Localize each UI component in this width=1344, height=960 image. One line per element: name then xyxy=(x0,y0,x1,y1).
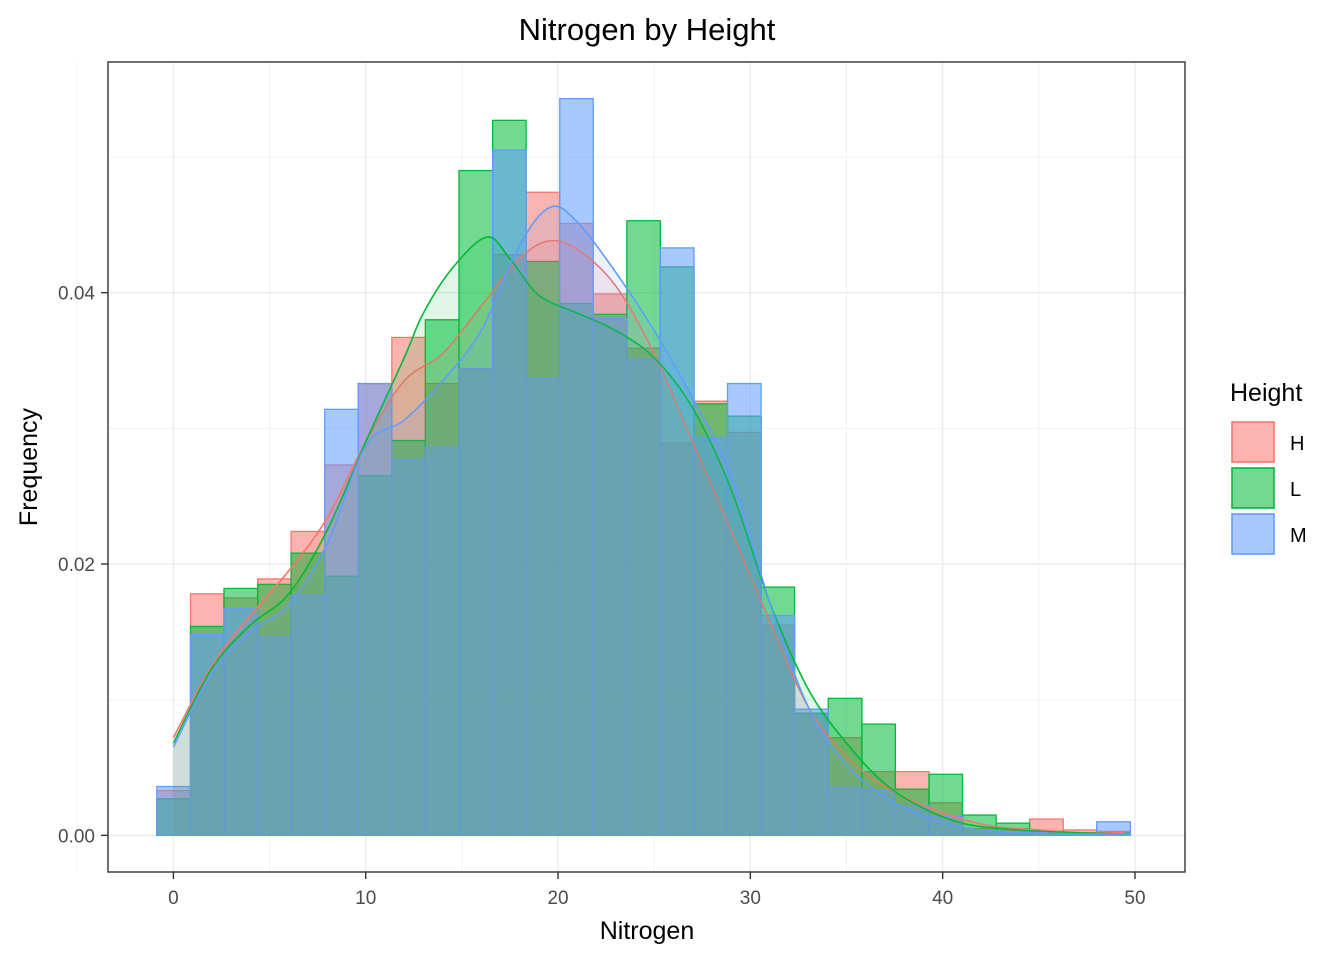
bar-M-10 xyxy=(491,149,527,837)
legend-items: H L M xyxy=(1231,421,1307,555)
bar-M-20 xyxy=(827,787,863,837)
y-tick-label: 0.00 xyxy=(58,826,95,847)
bar-M-13 xyxy=(592,317,628,837)
x-axis: 0 10 20 30 40 50 xyxy=(168,872,1146,909)
x-tick-label: 10 xyxy=(355,888,376,909)
legend-swatch-M xyxy=(1231,513,1275,555)
legend-label-H: H xyxy=(1290,433,1304,455)
bar-M-5 xyxy=(324,408,359,837)
x-axis-title: Nitrogen xyxy=(600,917,695,945)
bar-M-18 xyxy=(760,614,796,837)
plot-border xyxy=(107,61,1186,873)
bar-M-1 xyxy=(189,633,225,837)
legend-swatch-L xyxy=(1231,467,1275,509)
series-M-bars xyxy=(156,97,1132,837)
legend-title: Height xyxy=(1230,379,1302,407)
density-line-H xyxy=(172,239,1126,834)
x-tick-label: 50 xyxy=(1124,888,1145,909)
bar-M-9 xyxy=(458,367,494,837)
legend-swatch-H xyxy=(1231,421,1275,463)
legend: Height H L M xyxy=(1230,379,1307,555)
bar-M-4 xyxy=(290,594,326,837)
legend-item-H: H xyxy=(1231,421,1304,463)
bar-M-7 xyxy=(391,458,426,837)
bar-M-11 xyxy=(525,377,561,837)
x-tick-label: 0 xyxy=(168,888,179,909)
x-tick-label: 20 xyxy=(547,888,568,909)
legend-item-L: L xyxy=(1231,467,1301,509)
legend-item-M: M xyxy=(1231,513,1307,555)
chart-title: Nitrogen by Height xyxy=(519,12,776,47)
density-area-L xyxy=(173,236,1126,836)
legend-label-L: L xyxy=(1290,479,1301,501)
legend-label-M: M xyxy=(1290,525,1307,547)
y-tick-label: 0.02 xyxy=(58,555,95,576)
bar-M-22 xyxy=(894,804,930,837)
bar-M-17 xyxy=(726,382,762,837)
bar-M-3 xyxy=(256,636,292,837)
bar-M-19 xyxy=(793,708,829,837)
bar-M-14 xyxy=(626,358,661,837)
x-tick-label: 30 xyxy=(740,888,761,909)
density-line-M xyxy=(172,205,1126,835)
bar-M-21 xyxy=(861,789,897,837)
density-curves xyxy=(172,205,1126,836)
bar-M-8 xyxy=(424,446,460,837)
x-tick-label: 40 xyxy=(932,888,953,909)
bar-M-6 xyxy=(357,382,393,837)
y-axis-title: Frequency xyxy=(15,407,43,526)
histogram-bars xyxy=(156,97,1132,837)
density-area-H xyxy=(173,240,1126,836)
density-line-L xyxy=(172,236,1126,835)
density-area-M xyxy=(173,206,1126,836)
bar-M-12 xyxy=(559,97,594,837)
y-tick-label: 0.04 xyxy=(58,284,95,305)
y-axis: 0.00 0.02 0.04 xyxy=(58,284,108,847)
